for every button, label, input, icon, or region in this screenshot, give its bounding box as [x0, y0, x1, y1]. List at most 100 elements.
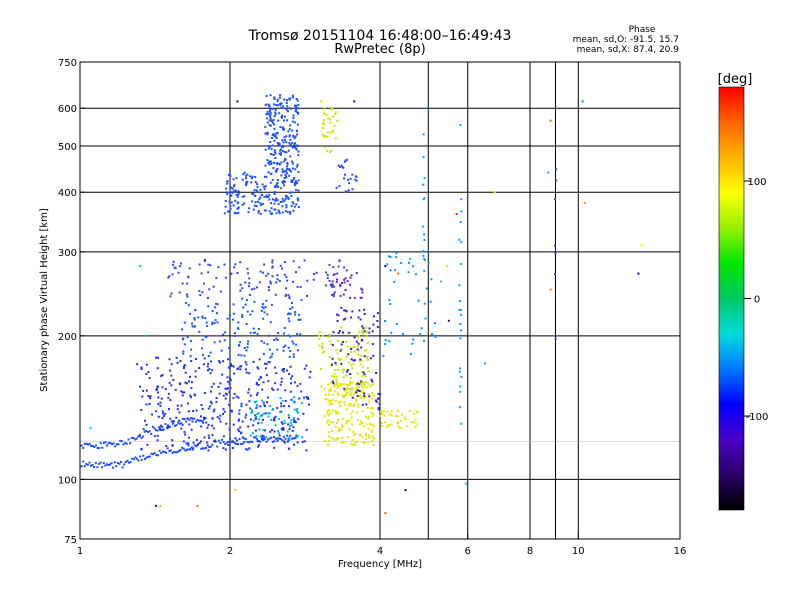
- data-point: [263, 404, 266, 407]
- data-point: [230, 194, 233, 197]
- data-point: [190, 417, 192, 420]
- data-point: [261, 436, 264, 439]
- data-point: [274, 293, 277, 296]
- data-point: [231, 447, 234, 449]
- data-point: [128, 461, 130, 464]
- data-point: [320, 100, 323, 103]
- data-point: [270, 355, 273, 358]
- data-point: [339, 405, 341, 407]
- data-point: [273, 446, 276, 449]
- data-point: [198, 442, 201, 445]
- data-point: [260, 376, 262, 379]
- data-point: [275, 132, 278, 135]
- data-point: [422, 156, 425, 158]
- data-point: [280, 380, 283, 383]
- data-point: [239, 368, 242, 371]
- data-point: [182, 367, 185, 370]
- data-point: [267, 195, 270, 198]
- data-point: [429, 300, 432, 303]
- data-point: [281, 181, 284, 183]
- data-point: [268, 334, 271, 337]
- data-point: [229, 379, 232, 382]
- data-point: [348, 384, 351, 387]
- data-point: [284, 198, 287, 201]
- x-tick-label: 1: [77, 546, 83, 557]
- data-point: [184, 302, 187, 304]
- data-point: [333, 291, 336, 294]
- data-point: [269, 114, 272, 117]
- data-point: [291, 146, 294, 149]
- data-point: [348, 331, 351, 334]
- data-point: [153, 427, 156, 430]
- data-point: [279, 149, 282, 152]
- data-point: [205, 336, 208, 339]
- data-point: [330, 437, 333, 440]
- data-point: [233, 184, 236, 187]
- data-point: [205, 321, 208, 324]
- data-point: [181, 328, 183, 331]
- data-point: [209, 351, 212, 354]
- data-point: [361, 365, 364, 368]
- data-point: [196, 444, 199, 446]
- data-point: [261, 194, 264, 196]
- data-point: [323, 107, 326, 110]
- data-point: [282, 426, 285, 429]
- data-point: [288, 428, 291, 430]
- data-point: [358, 349, 361, 352]
- data-point: [377, 408, 380, 411]
- data-point: [179, 360, 182, 362]
- data-point: [188, 418, 191, 421]
- data-point: [284, 180, 286, 183]
- data-point: [265, 196, 268, 199]
- data-point: [361, 332, 364, 335]
- data-point: [270, 436, 273, 439]
- data-point: [195, 409, 198, 412]
- data-point: [323, 414, 326, 417]
- data-point: [331, 344, 334, 347]
- data-point: [287, 414, 290, 416]
- data-point: [249, 394, 252, 397]
- data-point: [343, 160, 346, 163]
- data-point: [292, 426, 295, 429]
- data-point: [201, 407, 204, 410]
- data-point: [201, 316, 204, 319]
- data-point: [228, 428, 231, 431]
- data-point: [233, 372, 236, 375]
- data-point: [261, 183, 264, 186]
- data-point: [384, 512, 387, 515]
- phase-stats: Phase mean, sd,O: -91.5, 15.7 mean, sd,X…: [573, 25, 680, 55]
- data-point: [265, 363, 268, 366]
- data-point: [300, 299, 303, 302]
- data-point: [226, 376, 229, 379]
- data-point: [427, 110, 430, 113]
- data-point: [241, 420, 244, 423]
- data-point: [345, 374, 348, 377]
- data-point: [637, 272, 640, 275]
- data-point: [289, 335, 292, 338]
- data-point: [252, 208, 255, 211]
- data-point: [279, 153, 282, 156]
- data-point: [157, 385, 160, 388]
- data-point: [213, 440, 215, 443]
- data-point: [247, 211, 250, 214]
- data-point: [230, 186, 233, 189]
- data-point: [257, 210, 260, 213]
- data-point: [271, 275, 274, 278]
- data-point: [206, 365, 209, 368]
- x-tick-label: 6: [465, 546, 471, 557]
- y-tick-label: 600: [58, 104, 77, 115]
- data-point: [259, 213, 262, 215]
- data-point: [332, 421, 335, 424]
- data-point: [199, 294, 202, 297]
- data-point: [158, 449, 161, 452]
- data-point: [360, 370, 363, 373]
- data-point: [258, 440, 261, 443]
- data-point: [189, 394, 192, 397]
- data-point: [281, 211, 284, 214]
- data-point: [402, 333, 404, 336]
- data-point: [271, 408, 274, 411]
- data-point: [400, 420, 403, 422]
- data-point: [90, 445, 93, 447]
- data-point: [333, 385, 336, 388]
- data-point: [414, 273, 417, 276]
